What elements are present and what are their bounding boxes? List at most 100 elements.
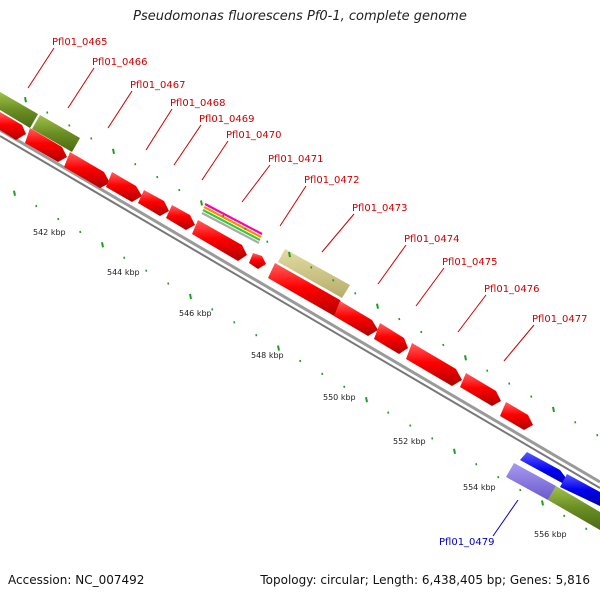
gene-label[interactable]: Pfl01_0468: [170, 98, 226, 109]
cds-arrow[interactable]: [106, 172, 142, 202]
gene-label[interactable]: Pfl01_0465: [52, 37, 108, 48]
gene-block[interactable]: [32, 115, 80, 152]
tick-mark: [211, 308, 214, 311]
cds-arrow[interactable]: [249, 253, 266, 269]
tick-mark: [35, 204, 38, 208]
tick-mark: [255, 333, 258, 337]
cds-arrow[interactable]: [166, 205, 195, 230]
tick-mark: [508, 382, 511, 385]
gene-leader-line: [145, 108, 173, 151]
gene-label[interactable]: Pfl01_0476: [484, 284, 540, 295]
gene-label[interactable]: Pfl01_0469: [199, 114, 255, 125]
gene-label[interactable]: Pfl01_0466: [92, 57, 148, 68]
cds-arrow[interactable]: [560, 474, 600, 506]
gene-label[interactable]: Pfl01_0473: [352, 203, 408, 214]
gene-label[interactable]: Pfl01_0472: [304, 175, 360, 186]
gene-leader-line: [415, 267, 445, 307]
tick-mark: [552, 406, 555, 413]
gene-label[interactable]: Pfl01_0479: [439, 537, 495, 548]
tick-mark: [365, 397, 368, 403]
tick-mark: [376, 303, 379, 309]
gene-block[interactable]: [506, 463, 556, 500]
cds-arrow[interactable]: [268, 263, 346, 317]
tick-mark: [24, 96, 27, 103]
gene-track-top: [0, 92, 80, 152]
gene-block[interactable]: [0, 92, 38, 128]
kbp-scale-label: 552 kbp: [393, 437, 426, 446]
tick-mark: [277, 345, 280, 351]
gene-leader-line: [241, 164, 271, 203]
cds-arrow[interactable]: [25, 128, 67, 162]
kbp-scale-label: 548 kbp: [251, 351, 284, 360]
tick-mark: [145, 269, 148, 272]
tick-mark: [387, 411, 390, 414]
tick-mark: [585, 527, 588, 530]
kbp-scale-label: 554 kbp: [463, 483, 496, 492]
cds-arrow[interactable]: [520, 452, 575, 490]
kbp-scale-label: 542 kbp: [33, 228, 66, 237]
gene-leader-line: [201, 140, 229, 181]
gene-leader-line: [321, 213, 355, 253]
misc-feature-block[interactable]: [278, 249, 350, 298]
tick-mark: [431, 437, 434, 440]
tick-mark: [167, 282, 170, 285]
tick-mark: [13, 190, 16, 196]
cds-arrow[interactable]: [460, 373, 501, 406]
cds-arrow[interactable]: [406, 343, 462, 386]
gene-block[interactable]: [548, 486, 600, 530]
gene-leader-line: [27, 47, 55, 89]
feature-stack[interactable]: [201, 203, 263, 244]
tick-mark: [222, 214, 225, 218]
tick-mark: [79, 230, 82, 234]
gene-leader-line: [492, 499, 519, 537]
cds-arrow[interactable]: [138, 190, 169, 216]
gene-leader-line: [279, 185, 307, 227]
cds-arrow[interactable]: [500, 402, 533, 430]
tick-mark: [233, 321, 236, 324]
tick-mark: [57, 217, 60, 221]
tick-mark: [519, 488, 522, 492]
map-title: Pseudomonas fluorescens Pf0-1, complete …: [133, 9, 467, 24]
tick-mark: [46, 111, 49, 114]
tick-mark: [343, 385, 346, 389]
cds-arrow[interactable]: [64, 152, 110, 188]
gene-label[interactable]: Pfl01_0477: [532, 314, 588, 325]
cds-arrow[interactable]: [0, 112, 26, 140]
tick-mark: [266, 240, 269, 243]
gene-label[interactable]: Pfl01_0475: [442, 257, 498, 268]
gene-label[interactable]: Pfl01_0474: [404, 234, 460, 245]
tick-mark: [123, 256, 126, 259]
cds-arrow[interactable]: [374, 323, 408, 354]
genome-backbone: [0, 128, 600, 489]
gene-label[interactable]: Pfl01_0467: [130, 80, 186, 91]
tick-mark: [299, 359, 302, 363]
tick-mark: [288, 251, 291, 258]
gene-label[interactable]: Pfl01_0470: [226, 130, 282, 141]
tick-mark: [596, 434, 599, 437]
tick-mark: [464, 355, 467, 361]
tick-mark: [574, 421, 577, 424]
genome-summary-text: Topology: circular; Length: 6,438,405 bp…: [260, 573, 590, 587]
tick-mark: [321, 372, 324, 376]
cds-arrow[interactable]: [334, 301, 378, 336]
tick-mark: [101, 242, 104, 248]
tick-mark: [332, 279, 335, 282]
tick-mark: [189, 293, 192, 300]
tick-mark: [68, 124, 71, 127]
tick-mark: [475, 463, 478, 466]
kbp-scale-label: 546 kbp: [179, 309, 212, 318]
gene-leader-line: [457, 294, 487, 333]
gene-label[interactable]: Pfl01_0471: [268, 154, 324, 165]
kbp-scale-label: 544 kbp: [107, 268, 140, 277]
tick-mark: [442, 343, 445, 347]
tick-mark: [486, 369, 489, 372]
tick-mark: [497, 475, 500, 479]
tick-mark: [112, 148, 115, 154]
tick-mark: [200, 200, 203, 206]
cds-arrow[interactable]: [192, 220, 247, 261]
tick-mark: [244, 227, 247, 230]
tick-mark: [420, 330, 423, 334]
gene-leader-line: [107, 90, 133, 129]
